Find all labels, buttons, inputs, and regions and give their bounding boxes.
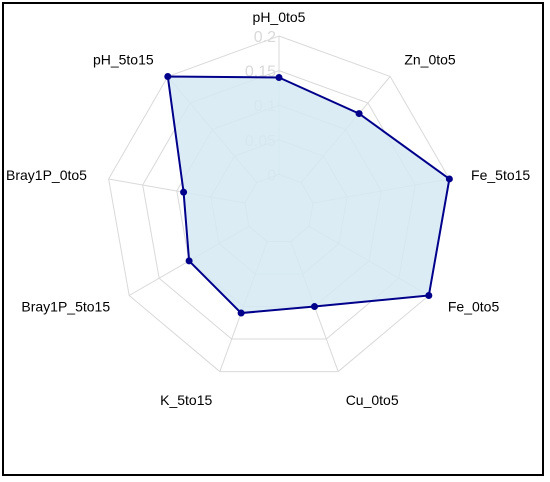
data-point bbox=[445, 175, 453, 183]
axis-label: Bray1P_5to15 bbox=[21, 299, 110, 315]
axis-label: Fe_5to15 bbox=[471, 167, 530, 183]
axis-label: Zn_0to5 bbox=[404, 52, 456, 68]
data-point bbox=[164, 72, 172, 80]
data-point bbox=[185, 257, 193, 265]
axis-label: K_5to15 bbox=[160, 392, 212, 408]
data-point bbox=[355, 110, 363, 118]
axis-label: Fe_0to5 bbox=[448, 299, 500, 315]
tick-label: 0.2 bbox=[254, 29, 276, 46]
data-point bbox=[425, 292, 433, 299]
data-point bbox=[237, 309, 245, 317]
axis-label: Bray1P_0to5 bbox=[6, 167, 87, 183]
series-area bbox=[166, 75, 451, 315]
data-point bbox=[311, 303, 319, 311]
radar-data bbox=[164, 72, 453, 317]
data-point bbox=[180, 188, 188, 196]
axis-label: pH_0to5 bbox=[253, 9, 306, 25]
grid-ring bbox=[108, 35, 450, 373]
axis-label: Cu_0to5 bbox=[346, 392, 399, 408]
axis-label: pH_5to15 bbox=[93, 52, 154, 68]
radar-axis-labels: pH_0to5 Zn_0to5 Fe_5to15 Fe_0to5 Cu_0to5 K_5t… bbox=[6, 9, 530, 408]
data-point bbox=[275, 74, 283, 82]
